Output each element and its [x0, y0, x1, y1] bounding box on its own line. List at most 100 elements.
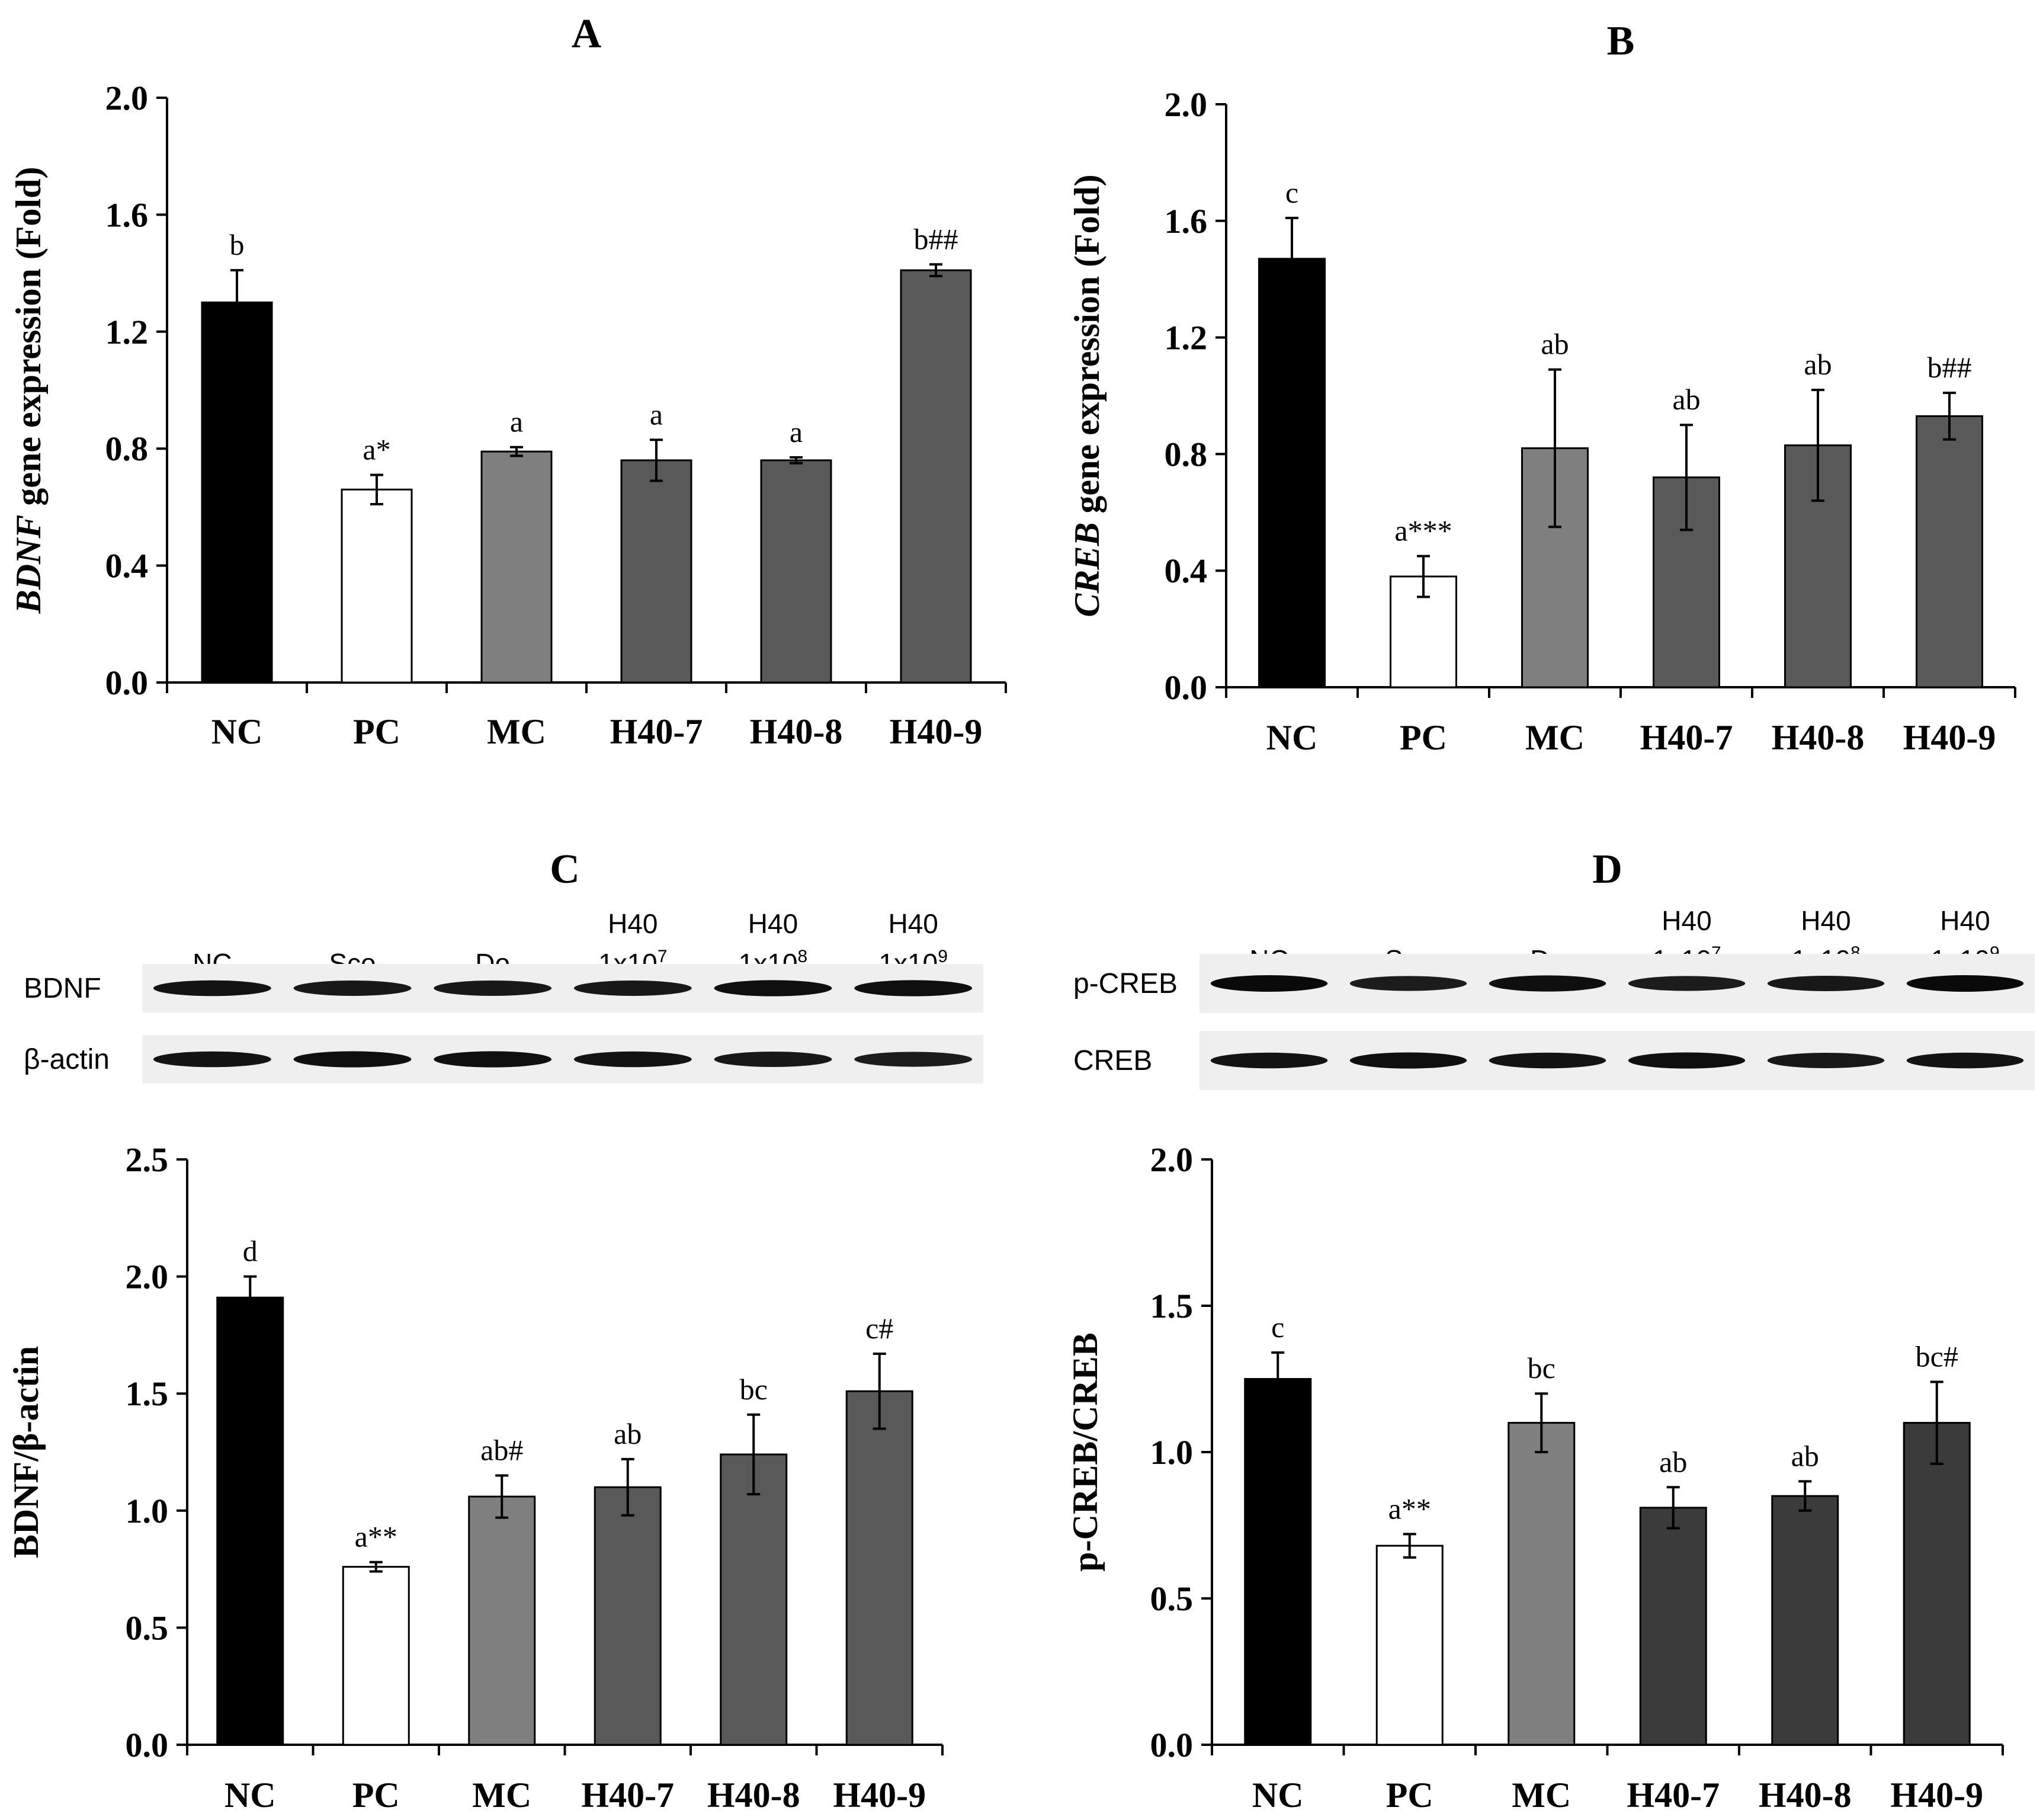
significance-label: c# — [865, 1312, 893, 1345]
blot-band — [1489, 975, 1606, 992]
lane-label-top: H40 — [888, 908, 938, 939]
y-axis-label-text: gene expression (Fold) — [1067, 174, 1107, 522]
x-category-label: PC — [352, 1776, 400, 1815]
blot-strip — [142, 964, 983, 1012]
blot-band — [854, 1052, 973, 1067]
y-tick-label: 0.4 — [105, 547, 149, 585]
panel-title: A — [572, 11, 602, 57]
blot-band — [1906, 1052, 2024, 1069]
bar-h40-8 — [760, 459, 832, 684]
blot-band — [1767, 1053, 1885, 1068]
y-axis-label-text: BDNF/β-actin — [7, 1346, 46, 1558]
y-tick-label: 2.5 — [126, 1140, 169, 1179]
significance-label: d — [243, 1235, 258, 1268]
x-category-label: H40-9 — [1890, 1776, 1983, 1815]
significance-label: a** — [355, 1520, 397, 1553]
blot-band — [434, 1051, 552, 1068]
x-category-label: NC — [224, 1776, 276, 1815]
lane-label-top: H40 — [1662, 905, 1711, 936]
blot-band — [1628, 976, 1746, 991]
y-axis-label: CREB gene expression (Fold) — [1067, 174, 1107, 617]
blot-band — [293, 981, 412, 996]
blot-band — [1767, 976, 1885, 991]
figure-layer: A 0.0 0.4 0.8 1.2 1.6 2.0 BDNF gene expression … — [7, 11, 2035, 1815]
significance-label: ab — [1804, 348, 1832, 381]
bar-mc — [468, 1495, 536, 1746]
significance-label: ab — [1672, 383, 1700, 416]
blot-row-label: CREB — [1073, 1045, 1152, 1076]
blot-row-label: BDNF — [24, 973, 101, 1004]
y-tick-label: 1.2 — [105, 313, 149, 351]
y-axis-label-text: gene expression (Fold) — [9, 167, 48, 515]
x-category-label: H40-8 — [1759, 1776, 1852, 1815]
y-tick-label: 0.5 — [1150, 1579, 1194, 1618]
x-category-label: H40-8 — [750, 712, 843, 751]
lane-label-top: H40 — [1801, 905, 1850, 936]
significance-label: a*** — [1394, 514, 1452, 547]
y-axis-label-text: p-CREB/CREB — [1066, 1332, 1105, 1571]
x-category-label: NC — [1252, 1776, 1304, 1815]
y-tick-label: 2.0 — [1150, 1140, 1194, 1179]
x-category-label: NC — [1266, 718, 1318, 757]
significance-label: b## — [914, 222, 958, 255]
significance-label: a — [790, 415, 803, 448]
lane-label-exponent: 9 — [938, 947, 948, 966]
bar-h40-8 — [1771, 1495, 1839, 1746]
y-tick-label: 0.8 — [105, 430, 149, 468]
y-tick-label: 1.6 — [105, 196, 149, 234]
blot-band — [153, 980, 271, 996]
blot-band — [1210, 975, 1328, 992]
chart-panel-c: C 0.0 0.5 1.0 1.5 2.0 2.5 BDNF/β-actin d NC a** PC a… — [7, 847, 944, 1815]
blot-band — [1489, 1052, 1606, 1069]
x-category-label: H40-9 — [890, 712, 983, 751]
y-tick-label: 2.0 — [1165, 85, 1208, 124]
x-category-label: PC — [1386, 1776, 1433, 1815]
significance-label: a** — [1388, 1492, 1431, 1525]
blot-band — [1210, 1052, 1328, 1069]
blot-band — [293, 1051, 412, 1068]
chart-panel-d: D 0.0 0.5 1.0 1.5 2.0 p-CREB/CREB c NC a** PC bc MC a… — [1066, 847, 2004, 1815]
lane-label-top: H40 — [608, 908, 658, 939]
bar-h40-7 — [1639, 1507, 1707, 1746]
panel-title: B — [1607, 18, 1635, 64]
blot-row-label: β-actin — [24, 1044, 110, 1075]
significance-label: ab — [1659, 1445, 1687, 1478]
lane-label-top: H40 — [748, 908, 798, 939]
x-category-label: MC — [1525, 718, 1585, 757]
significance-label: bc# — [1916, 1340, 1958, 1373]
y-axis-label-italic: BDNF — [9, 515, 48, 614]
y-tick-label: 0.4 — [1165, 552, 1208, 590]
blot-band — [854, 980, 973, 996]
blot-panel-d: NCScoDoH401x107H401x108H401x109p-CREBCRE… — [1073, 905, 2035, 1090]
y-tick-label: 1.0 — [126, 1492, 169, 1530]
y-tick-label: 1.5 — [126, 1374, 169, 1413]
x-category-label: H40-9 — [1903, 718, 1996, 757]
bar-h40-7 — [620, 459, 692, 684]
bar-pc — [342, 1566, 410, 1746]
x-category-label: H40-8 — [1772, 718, 1865, 757]
significance-label: c — [1285, 176, 1298, 209]
y-tick-label: 0.8 — [1165, 435, 1208, 473]
y-axis-label: BDNF/β-actin — [7, 1346, 46, 1558]
x-category-label: H40-7 — [1640, 718, 1733, 757]
blot-band — [1349, 976, 1467, 991]
y-tick-label: 2.0 — [105, 79, 149, 117]
y-tick-label: 0.0 — [126, 1726, 169, 1764]
x-category-label: H40-7 — [1627, 1776, 1720, 1815]
y-tick-label: 1.5 — [1150, 1287, 1194, 1325]
bar-h40-9 — [1903, 1422, 1971, 1746]
lane-label-top: H40 — [1940, 905, 1990, 936]
x-category-label: NC — [211, 712, 263, 751]
y-tick-label: 0.0 — [1150, 1726, 1194, 1764]
blot-band — [714, 1052, 832, 1067]
lane-label-exponent: 8 — [798, 947, 808, 966]
significance-label: a — [510, 405, 523, 438]
blot-band — [573, 981, 692, 996]
blot-band — [1906, 975, 2024, 992]
bar-h40-9 — [1916, 415, 1983, 688]
significance-label: a* — [363, 433, 390, 466]
x-category-label: PC — [353, 712, 400, 751]
x-category-label: H40-8 — [707, 1776, 800, 1815]
significance-label: ab — [1541, 328, 1569, 361]
